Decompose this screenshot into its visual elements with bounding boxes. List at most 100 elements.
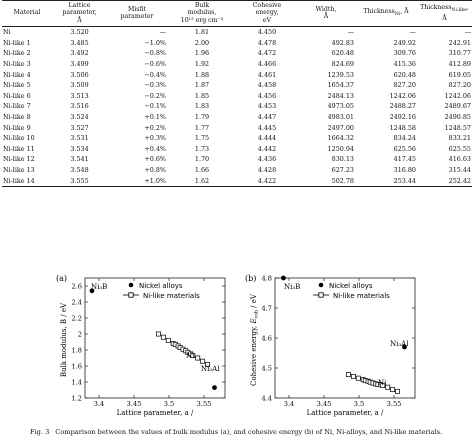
panel-a-marks [89,288,217,390]
panel-a-ylabel: Bulk modulus, B / eV [60,302,68,377]
cell-thickness-nilike: 2489.67 [444,102,471,111]
cell-width: 492.83 [331,38,354,47]
cell-thickness-ni: 625.56 [393,144,416,153]
cell-thickness-nilike: 827.20 [448,81,471,90]
cell-thickness-ni: 253.44 [393,176,416,185]
cell-lattice: 3.513 [70,91,89,100]
table-header-row: Material Lattice parameter, Å Misfit par… [2,0,472,27]
panel-b-annotation-ni3b: Ni₃B [284,283,300,291]
cell-bulk: 1.75 [194,134,210,143]
y-tick-label: 1.6 [72,362,83,370]
panel-a-annotation-ni3al: Ni₃Al [201,365,220,373]
x-tick-label: 3.5 [164,400,175,408]
table-row: Ni-like 7 3.516 −0.1% 1.83 4.453 4973.05 2488.… [2,101,472,112]
cell-misfit: +0.3% [144,134,166,143]
cell-material: Ni-like 1 [3,38,31,47]
table-row: Ni-like 14 3.555 +1.0% 1.62 4.422 502.78 253.4… [2,176,472,187]
cell-thickness-ni: — [409,28,416,37]
cell-cohesive: 4.458 [257,81,277,90]
cell-lattice: 3.527 [70,123,89,132]
cell-misfit: +0.2% [144,123,166,132]
cell-lattice: 3.520 [70,28,89,37]
panel-a-xlabel: Lattice parameter, a / [117,409,194,417]
properties-table-container: Material Lattice parameter, Å Misfit par… [2,0,472,187]
cell-misfit: −0.2% [144,91,166,100]
cell-bulk: 1.88 [194,70,210,79]
cell-material: Ni-like 3 [3,60,31,68]
cell-bulk: 1.66 [194,165,210,174]
cell-misfit: +0.8% [144,165,166,174]
panel-b-label: (b) [245,274,256,283]
cell-thickness-nilike: 416.63 [448,155,471,164]
cell-misfit: −0.8% [144,49,166,58]
cell-lattice: 3.492 [70,49,89,58]
cell-thickness-ni: 827.20 [393,81,416,90]
cell-thickness-nilike: 1248.57 [444,123,471,132]
cell-cohesive: 4.447 [257,112,277,121]
table-row: Ni-like 4 3.506 −0.4% 1.88 4.461 1239.53 620.4… [2,70,472,81]
cell-misfit: −1.0% [144,38,166,47]
data-point-ni-like [385,384,391,390]
cell-bulk: 1.92 [194,60,210,68]
data-point-ni-like [200,358,206,364]
cell-lattice: 3.509 [70,81,89,90]
table-row: Ni-like 5 3.509 −0.3% 1.87 4.458 1654.37 827.2… [2,80,472,91]
x-tick-label: 3.45 [317,400,332,408]
data-point-nickel-alloy [402,344,407,350]
header-thickness-ni: ThicknessNi, Å [363,7,409,18]
cell-misfit: −0.3% [144,81,166,90]
y-tick-label: 4.7 [262,304,273,312]
header-bulk: Bulk modulus, 10¹² erg cm⁻³ [180,2,224,24]
data-point-ni-like [390,387,396,393]
data-point-ni-like [205,361,210,367]
cell-material: Ni [3,28,11,37]
header-width: Width, Å [315,5,337,21]
cell-misfit: −0.1% [144,102,166,111]
cell-bulk: 1.81 [194,28,210,37]
cell-cohesive: 4.478 [257,38,277,47]
cell-cohesive: 4.450 [257,28,277,37]
data-point-ni-like [346,372,351,378]
panel-b-ylabel: Cohesive energy, Ecoh / eV [250,293,260,386]
cell-material: Ni-like 2 [3,49,31,58]
cell-thickness-nilike: 310.77 [448,49,471,58]
data-point-ni-like [350,373,356,379]
cell-cohesive: 4.453 [257,102,277,111]
figure-caption: Fig. 3 Comparison between the values of b… [30,428,442,436]
cell-width: — [347,28,354,37]
cell-thickness-nilike: 625.55 [448,144,471,153]
header-lattice: Lattice parameter, Å [62,2,97,24]
cell-bulk: 2.00 [194,38,210,47]
cell-cohesive: 4.461 [257,70,277,79]
cell-bulk: 1.62 [194,176,210,185]
y-tick-label: 4.4 [262,394,273,402]
cell-bulk: 1.85 [194,91,210,100]
cell-material: Ni-like 5 [3,81,31,90]
cell-cohesive: 4.444 [257,134,277,143]
cell-lattice: 3.548 [70,165,89,174]
cell-lattice: 3.485 [70,38,89,47]
cell-misfit: — [159,28,166,37]
y-tick-label: 1.8 [72,346,83,354]
cell-material: Ni-like 13 [3,165,35,174]
cell-cohesive: 4.442 [257,144,277,153]
cell-cohesive: 4.456 [257,91,277,100]
table-row: Ni-like 11 3.534 +0.4% 1.73 4.442 1250.94 625.… [2,144,472,155]
cell-bulk: 1.73 [194,144,210,153]
cell-width: 1664.32 [327,134,354,143]
cell-thickness-ni: 316.80 [393,165,416,174]
cell-misfit: +0.6% [144,155,166,164]
cell-cohesive: 4.472 [257,49,277,58]
y-tick-label: 4.8 [262,274,273,282]
legend-b-nickel-label: Nickel alloys [329,282,373,290]
cell-material: Ni-like 4 [3,70,31,79]
cell-thickness-ni: 834.24 [393,134,416,143]
cell-thickness-ni: 620.48 [393,70,416,79]
table-row: Ni-like 9 3.527 +0.2% 1.77 4.445 2497.00 1248.… [2,123,472,134]
cell-misfit: +0.4% [144,144,166,153]
figure-caption-lead: Fig. 3 [30,428,50,436]
cell-misfit: −0.6% [144,60,166,68]
legend-b-nickel-marker [318,282,324,288]
panel-a-axes: 3.4 3.45 3.5 3.55 1.2 1.4 1.6 1.8 2 2.2 2.4 2.6 [72,278,225,408]
header-cohesive: Cohesive energy, eV [252,2,282,24]
